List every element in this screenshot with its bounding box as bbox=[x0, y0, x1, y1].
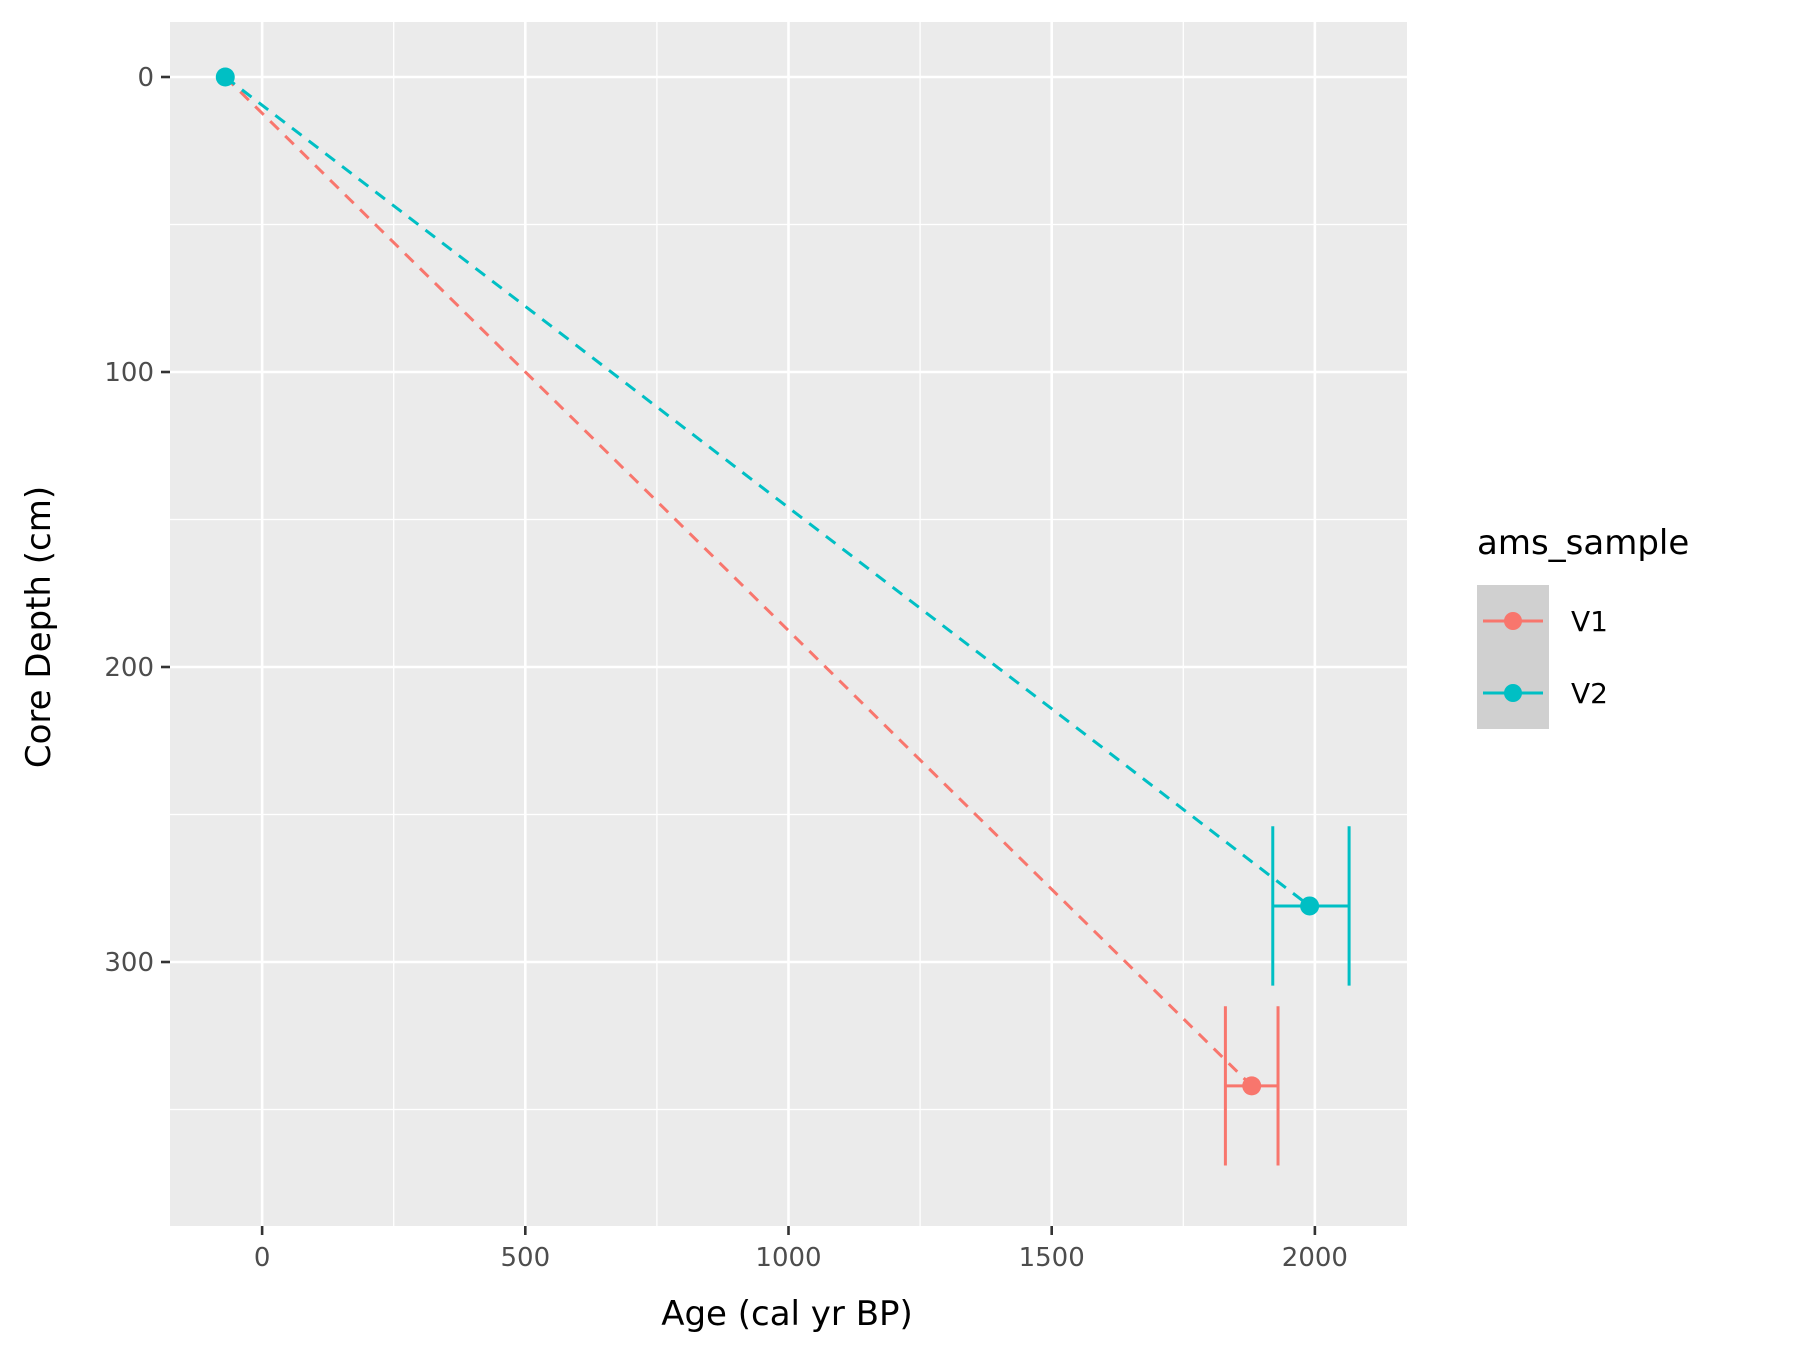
axes: 0 500 1000 1500 2000 0 100 200 300 bbox=[104, 63, 1348, 1273]
legend-label-V2: V2 bbox=[1571, 677, 1608, 710]
data-point-V1 bbox=[1242, 1076, 1262, 1096]
x-tick-label: 500 bbox=[500, 1243, 550, 1273]
series-V2 bbox=[215, 67, 1351, 986]
y-tick-label: 100 bbox=[104, 358, 154, 388]
x-tick-label: 1500 bbox=[1019, 1243, 1085, 1273]
y-tick-label: 0 bbox=[137, 63, 154, 93]
legend-label-V1: V1 bbox=[1571, 605, 1608, 638]
data-point-V2 bbox=[215, 67, 235, 87]
y-tick-label: 300 bbox=[104, 948, 154, 978]
legend-key-background bbox=[1477, 585, 1549, 729]
legend-key-point-V1 bbox=[1504, 612, 1522, 630]
y-tick-label: 200 bbox=[104, 653, 154, 683]
plot-panel bbox=[170, 22, 1407, 1226]
x-tick-label: 0 bbox=[254, 1243, 271, 1273]
legend-keys: V1 V2 bbox=[1477, 585, 1608, 729]
data-point-V2 bbox=[1300, 896, 1320, 916]
series-line-V1 bbox=[224, 75, 1253, 1087]
x-tick-label: 2000 bbox=[1282, 1243, 1348, 1273]
y-axis-title: Core Depth (cm) bbox=[19, 486, 59, 768]
series-line-V2 bbox=[224, 75, 1311, 908]
series-V1 bbox=[224, 75, 1280, 1166]
data-layer bbox=[215, 67, 1351, 1166]
legend-key-point-V2 bbox=[1504, 684, 1522, 702]
x-tick-label: 1000 bbox=[755, 1243, 821, 1273]
legend-title: ams_sample bbox=[1477, 523, 1689, 563]
legend: ams_sample V1 V2 bbox=[1477, 523, 1689, 729]
x-axis-title: Age (cal yr BP) bbox=[661, 1294, 913, 1334]
